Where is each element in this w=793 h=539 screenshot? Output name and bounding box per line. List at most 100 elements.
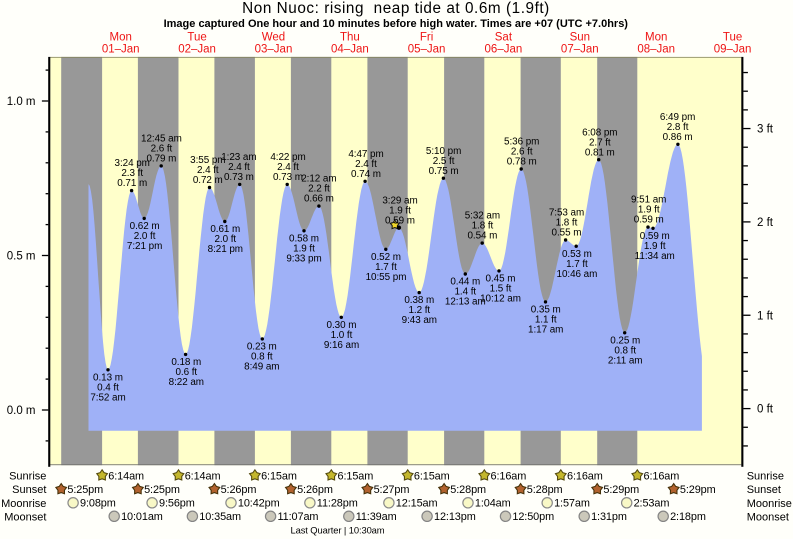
- svg-text:10:55 pm: 10:55 pm: [366, 272, 407, 283]
- svg-text:1:17 am: 1:17 am: [528, 325, 563, 336]
- svg-text:5:25pm: 5:25pm: [144, 484, 180, 496]
- svg-text:5:29pm: 5:29pm: [680, 484, 716, 496]
- svg-text:4:47 pm: 4:47 pm: [348, 149, 383, 160]
- svg-text:9:16 am: 9:16 am: [324, 340, 359, 351]
- svg-text:1.0 m: 1.0 m: [7, 96, 36, 108]
- svg-text:6:14am: 6:14am: [185, 470, 221, 482]
- svg-text:1:04am: 1:04am: [475, 498, 511, 510]
- svg-text:0.72 m: 0.72 m: [193, 175, 223, 186]
- svg-text:1.9 ft: 1.9 ft: [389, 205, 411, 216]
- svg-text:Moonset: Moonset: [4, 511, 46, 523]
- svg-text:6:08 pm: 6:08 pm: [582, 127, 617, 138]
- svg-text:05–Jan: 05–Jan: [408, 44, 446, 56]
- svg-text:1:23 am: 1:23 am: [221, 152, 256, 163]
- svg-text:6:16am: 6:16am: [491, 470, 527, 482]
- svg-text:3:55 pm: 3:55 pm: [190, 155, 225, 166]
- svg-text:1.5 ft: 1.5 ft: [490, 284, 512, 295]
- svg-text:1:31pm: 1:31pm: [591, 511, 627, 523]
- svg-text:2.4 ft: 2.4 ft: [197, 165, 219, 176]
- svg-text:6:14am: 6:14am: [108, 470, 144, 482]
- svg-text:09–Jan: 09–Jan: [714, 44, 752, 56]
- svg-text:Wed: Wed: [262, 32, 285, 44]
- svg-text:Fri: Fri: [420, 32, 433, 44]
- svg-text:0.59 m: 0.59 m: [634, 215, 664, 226]
- svg-text:1.7 ft: 1.7 ft: [375, 262, 397, 273]
- svg-text:Non Nuoc: rising neap tide at: Non Nuoc: rising neap tide at 0.6m (1.9f…: [242, 0, 550, 17]
- svg-text:12:13 am: 12:13 am: [445, 297, 486, 308]
- svg-text:10:01am: 10:01am: [121, 511, 163, 523]
- svg-text:0.71 m: 0.71 m: [117, 178, 147, 189]
- svg-text:5:26pm: 5:26pm: [221, 484, 257, 496]
- svg-text:2:12 am: 2:12 am: [301, 174, 336, 185]
- svg-text:0.73 m: 0.73 m: [224, 172, 254, 183]
- svg-text:10:35am: 10:35am: [199, 511, 241, 523]
- svg-text:0.5 m: 0.5 m: [7, 251, 36, 263]
- svg-text:Moonset: Moonset: [747, 511, 789, 523]
- svg-text:8:22 am: 8:22 am: [169, 377, 204, 388]
- svg-text:12:45 am: 12:45 am: [141, 134, 182, 145]
- svg-text:1.0 ft: 1.0 ft: [331, 330, 353, 341]
- svg-text:6:15am: 6:15am: [261, 470, 297, 482]
- svg-text:Sunset: Sunset: [747, 484, 781, 496]
- svg-text:2.3 ft: 2.3 ft: [121, 168, 143, 179]
- svg-text:3 ft: 3 ft: [757, 124, 774, 136]
- svg-text:3:24 pm: 3:24 pm: [115, 158, 150, 169]
- svg-text:2.4 ft: 2.4 ft: [228, 162, 250, 173]
- svg-text:12:15am: 12:15am: [396, 498, 438, 510]
- svg-text:0.55 m: 0.55 m: [552, 228, 582, 239]
- svg-text:0.0 m: 0.0 m: [7, 405, 36, 417]
- svg-text:5:25pm: 5:25pm: [67, 484, 103, 496]
- svg-text:0.75 m: 0.75 m: [429, 166, 459, 177]
- svg-text:2 ft: 2 ft: [757, 217, 774, 229]
- svg-text:1:57am: 1:57am: [554, 498, 590, 510]
- svg-text:Mon: Mon: [110, 32, 132, 44]
- svg-text:0.8 ft: 0.8 ft: [251, 352, 273, 363]
- svg-text:1.7 ft: 1.7 ft: [566, 259, 588, 270]
- svg-text:2.0 ft: 2.0 ft: [214, 234, 236, 245]
- svg-text:2.5 ft: 2.5 ft: [433, 156, 455, 167]
- svg-text:10:46 am: 10:46 am: [557, 269, 598, 280]
- svg-text:1 ft: 1 ft: [757, 310, 774, 322]
- svg-text:5:36 pm: 5:36 pm: [504, 137, 539, 148]
- svg-text:0.23 m: 0.23 m: [247, 342, 277, 353]
- svg-text:8:49 am: 8:49 am: [244, 362, 279, 373]
- svg-text:Sun: Sun: [570, 32, 590, 44]
- svg-text:1.8 ft: 1.8 ft: [556, 218, 578, 229]
- svg-text:2:18pm: 2:18pm: [670, 511, 706, 523]
- svg-text:0.54 m: 0.54 m: [467, 231, 497, 242]
- svg-text:0.45 m: 0.45 m: [486, 274, 516, 285]
- svg-text:6:15am: 6:15am: [414, 470, 450, 482]
- svg-text:9:33 pm: 9:33 pm: [286, 253, 321, 264]
- svg-text:5:32 am: 5:32 am: [465, 211, 500, 222]
- svg-text:2:11 am: 2:11 am: [608, 355, 643, 366]
- svg-text:0.6 ft: 0.6 ft: [175, 367, 197, 378]
- svg-text:12:13pm: 12:13pm: [434, 511, 476, 523]
- svg-text:0.53 m: 0.53 m: [562, 249, 592, 260]
- svg-text:9:56pm: 9:56pm: [159, 498, 195, 510]
- svg-text:5:26pm: 5:26pm: [297, 484, 333, 496]
- svg-text:0.79 m: 0.79 m: [146, 154, 176, 165]
- svg-text:9:08pm: 9:08pm: [80, 498, 116, 510]
- svg-text:9:51 am: 9:51 am: [631, 195, 666, 206]
- svg-text:01–Jan: 01–Jan: [102, 44, 140, 56]
- svg-text:Mon: Mon: [645, 32, 667, 44]
- svg-text:04–Jan: 04–Jan: [331, 44, 369, 56]
- svg-text:0.74 m: 0.74 m: [351, 169, 381, 180]
- svg-text:10:12 am: 10:12 am: [480, 294, 521, 305]
- svg-text:03–Jan: 03–Jan: [255, 44, 293, 56]
- svg-text:7:52 am: 7:52 am: [90, 392, 125, 403]
- svg-text:0.61 m: 0.61 m: [210, 224, 240, 235]
- svg-text:1.8 ft: 1.8 ft: [472, 221, 494, 232]
- svg-text:11:34 am: 11:34 am: [635, 251, 675, 262]
- svg-text:2:53am: 2:53am: [634, 498, 670, 510]
- svg-text:6:16am: 6:16am: [567, 470, 603, 482]
- svg-text:5:27pm: 5:27pm: [374, 484, 410, 496]
- svg-text:0.18 m: 0.18 m: [171, 357, 201, 368]
- svg-text:12:50pm: 12:50pm: [512, 511, 554, 523]
- svg-text:2.6 ft: 2.6 ft: [151, 144, 173, 155]
- svg-text:6:16am: 6:16am: [644, 470, 680, 482]
- svg-text:0.8 ft: 0.8 ft: [614, 345, 636, 356]
- svg-text:08–Jan: 08–Jan: [637, 44, 675, 56]
- svg-text:0.30 m: 0.30 m: [327, 320, 357, 331]
- svg-text:2.7 ft: 2.7 ft: [589, 137, 611, 148]
